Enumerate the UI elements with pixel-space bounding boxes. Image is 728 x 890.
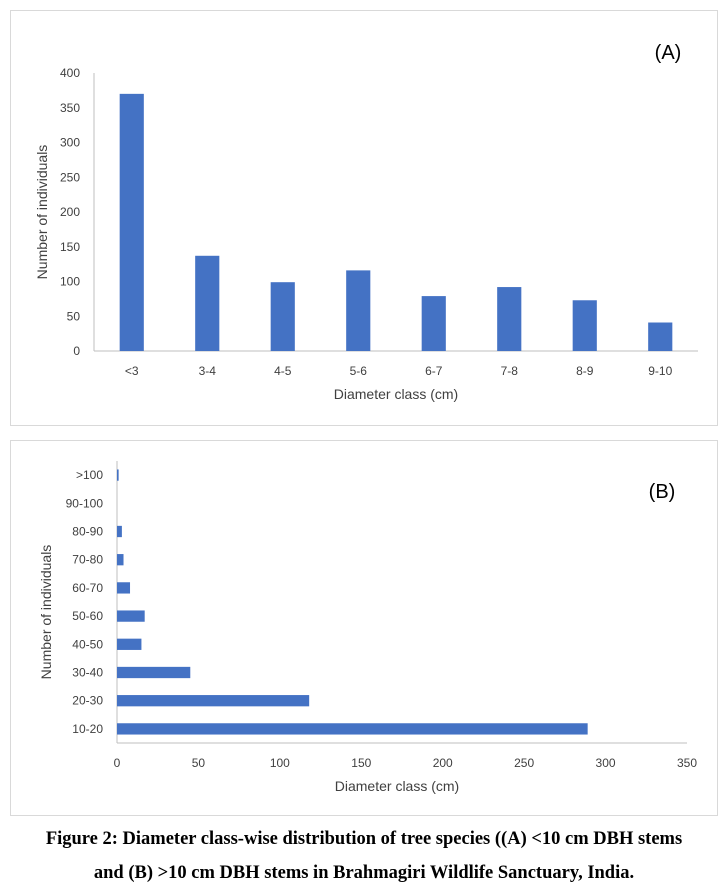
y-tick-label: 350 <box>60 101 80 115</box>
y-tick-label: 10-20 <box>72 722 103 736</box>
bar <box>119 93 144 351</box>
bar <box>497 287 522 351</box>
figure-caption: Figure 2: Diameter class-wise distributi… <box>0 822 728 890</box>
x-tick-label: 7-8 <box>501 364 519 378</box>
bar <box>270 282 295 351</box>
panel-label: (A) <box>655 42 682 64</box>
y-tick-label: 60-70 <box>72 581 103 595</box>
y-tick-label: >100 <box>76 468 103 482</box>
y-tick-label: 0 <box>73 344 80 358</box>
x-tick-label: 5-6 <box>350 364 368 378</box>
y-tick-label: 50-60 <box>72 609 103 623</box>
x-tick-label: 3-4 <box>199 364 217 378</box>
y-tick-label: 100 <box>60 275 80 289</box>
x-tick-label: 50 <box>192 756 206 770</box>
caption-line-1: Figure 2: Diameter class-wise distributi… <box>45 829 683 849</box>
x-tick-label: 200 <box>433 756 453 770</box>
x-tick-label: 250 <box>514 756 534 770</box>
bar <box>117 525 122 538</box>
y-tick-label: 90-100 <box>66 496 104 510</box>
panel-label: (B) <box>649 481 676 503</box>
x-axis-title: Diameter class (cm) <box>335 778 459 794</box>
y-tick-label: 250 <box>60 170 80 184</box>
x-tick-label: 100 <box>270 756 290 770</box>
bar <box>117 638 142 650</box>
bar <box>117 582 131 594</box>
bar <box>195 255 220 351</box>
bar <box>117 723 588 735</box>
x-tick-label: <3 <box>125 364 139 378</box>
chart-panel-a: 0 50 100 150 200 250 300 350 400 <3 3-4 4-5 5-6 6-7 7-… <box>10 10 718 426</box>
bar <box>117 469 119 481</box>
bar <box>648 322 673 351</box>
bar <box>346 270 371 351</box>
bar <box>117 666 191 679</box>
x-tick-label: 150 <box>351 756 371 770</box>
y-tick-label: 150 <box>60 240 80 254</box>
x-tick-label: 300 <box>596 756 616 770</box>
bar <box>572 300 597 351</box>
y-tick-label: 80-90 <box>72 525 103 539</box>
y-axis-title: Number of individuals <box>34 145 50 280</box>
bar <box>421 296 446 351</box>
y-tick-label: 50 <box>67 309 81 323</box>
caption-line-2: and (B) >10 cm DBH stems in Brahmagiri W… <box>93 863 635 883</box>
x-tick-label: 4-5 <box>274 364 292 378</box>
x-tick-label: 350 <box>677 756 697 770</box>
chart-a-svg: 0 50 100 150 200 250 300 350 400 <3 3-4 4-5 5-6 6-7 7-… <box>34 42 698 402</box>
bar <box>117 554 124 566</box>
bar <box>117 695 310 707</box>
chart-b-svg: 0 50 100 150 200 250 300 350 10-20 20-30 30-40 40-5… <box>38 461 697 794</box>
y-tick-label: 40-50 <box>72 637 103 651</box>
x-tick-label: 9-10 <box>648 364 672 378</box>
y-tick-label: 200 <box>60 205 80 219</box>
y-tick-label: 400 <box>60 66 80 80</box>
y-axis-title: Number of individuals <box>38 545 54 680</box>
x-axis-title: Diameter class (cm) <box>334 386 458 402</box>
y-tick-label: 30-40 <box>72 666 103 680</box>
y-tick-label: 300 <box>60 136 80 150</box>
chart-panel-b: 0 50 100 150 200 250 300 350 10-20 20-30 30-40 40-5… <box>10 440 718 816</box>
x-tick-label: 6-7 <box>425 364 443 378</box>
bar <box>117 610 145 622</box>
y-tick-label: 70-80 <box>72 553 103 567</box>
x-tick-label: 8-9 <box>576 364 594 378</box>
y-tick-label: 20-30 <box>72 694 103 708</box>
x-tick-label: 0 <box>114 756 121 770</box>
